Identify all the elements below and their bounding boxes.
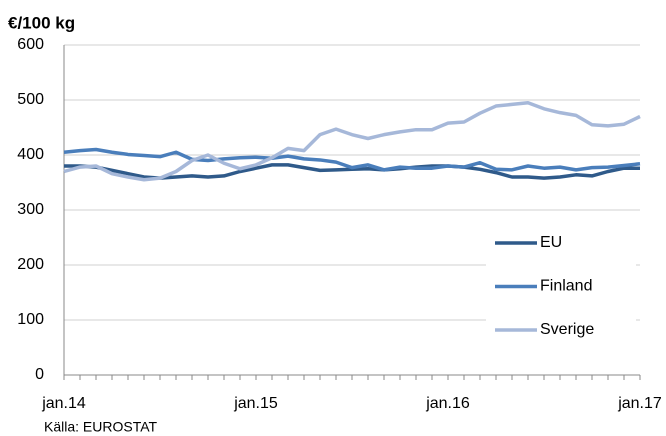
x-tick-label: jan.17 — [617, 395, 662, 412]
y-tick-label: 500 — [17, 91, 44, 108]
x-tick-label: jan.15 — [233, 395, 278, 412]
y-tick-label: 600 — [17, 36, 44, 53]
legend-label: Finland — [540, 278, 592, 295]
line — [63, 101, 641, 182]
y-tick-label: 100 — [17, 311, 44, 328]
y-tick-label: 300 — [17, 201, 44, 218]
y-tick-label: 200 — [17, 256, 44, 273]
y-tick-label: 0 — [35, 366, 44, 383]
legend-label: Sverige — [540, 321, 594, 338]
x-tick-label: jan.14 — [41, 395, 86, 412]
legend-label: EU — [540, 234, 562, 251]
y-tick-label: 400 — [17, 146, 44, 163]
x-tick-label: jan.16 — [425, 395, 470, 412]
source: Källa: EUROSTAT — [44, 419, 158, 435]
chart-title: €/100 kg — [8, 13, 75, 32]
line — [63, 147, 641, 172]
